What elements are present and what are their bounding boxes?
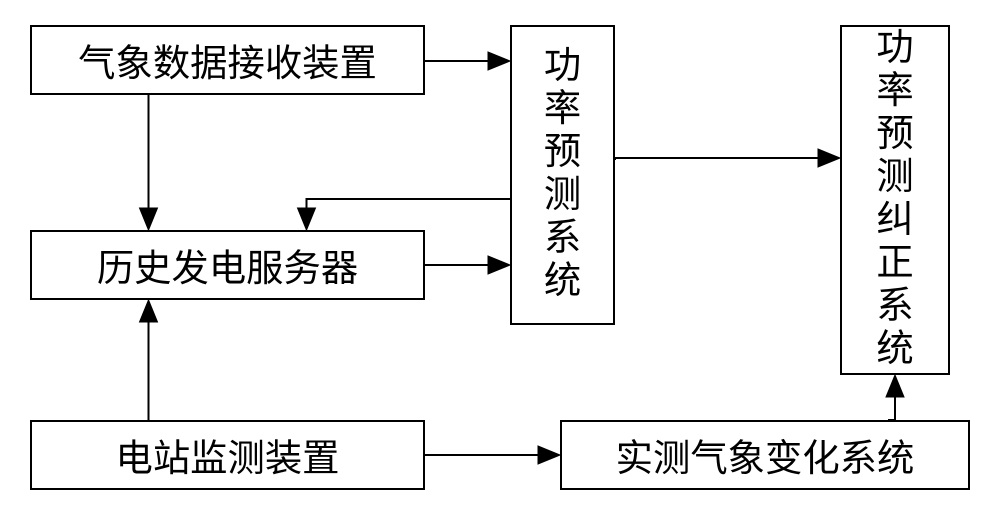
node-corr_sys: 功率预测纠正系统 (840, 25, 950, 375)
node-glyph: 系 (544, 218, 581, 261)
node-meteo_rx: 气象数据接收装置 (30, 25, 425, 95)
edge-meas_sys-to-corr_sys (888, 397, 895, 420)
arrowhead-pred_sys-to-hist_srv (298, 208, 316, 230)
node-glyph: 统 (876, 329, 913, 372)
node-glyph: 预 (876, 114, 913, 157)
node-glyph: 系 (876, 286, 913, 329)
arrowhead-station_mon-to-meas_sys (538, 446, 560, 464)
arrowhead-meas_sys-to-corr_sys (886, 375, 904, 397)
arrowhead-station_mon-to-hist_srv (140, 300, 158, 322)
edge-pred_sys-to-corr_sys (615, 158, 818, 160)
arrowhead-meteo_rx-to-hist_srv (140, 208, 158, 230)
node-glyph: 统 (544, 261, 581, 304)
node-glyph: 测 (876, 157, 913, 200)
edge-pred_sys-to-hist_srv (307, 199, 511, 208)
arrowhead-pred_sys-to-corr_sys (818, 149, 840, 167)
arrowhead-hist_srv-to-pred_sys (488, 256, 510, 274)
diagram-canvas: 气象数据接收装置历史发电服务器电站监测装置实测气象变化系统功率预测系统功率预测纠… (0, 0, 1000, 520)
node-station_mon: 电站监测装置 (30, 420, 425, 490)
node-label: 实测气象变化系统 (616, 428, 915, 482)
node-glyph: 率 (544, 89, 581, 132)
node-glyph: 率 (876, 71, 913, 114)
edge-meteo_rx-to-pred_sys (425, 60, 488, 61)
node-glyph: 测 (544, 175, 581, 218)
node-glyph: 纠 (876, 200, 913, 243)
node-glyph: 正 (876, 243, 913, 286)
node-label: 历史发电服务器 (97, 238, 358, 292)
node-glyph: 功 (876, 28, 913, 71)
node-glyph: 功 (544, 46, 581, 89)
node-label: 电站监测装置 (116, 428, 340, 482)
node-label: 气象数据接收装置 (78, 33, 377, 87)
node-hist_srv: 历史发电服务器 (30, 230, 425, 300)
node-meas_sys: 实测气象变化系统 (560, 420, 970, 490)
arrowhead-meteo_rx-to-pred_sys (488, 52, 510, 70)
node-pred_sys: 功率预测系统 (510, 25, 615, 325)
node-glyph: 预 (544, 132, 581, 175)
